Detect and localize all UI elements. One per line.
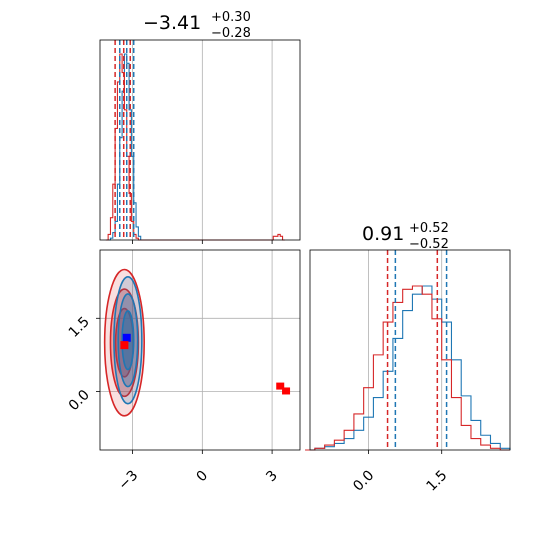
outlier-point-0	[276, 382, 285, 390]
axes-frame-1	[309, 249, 511, 451]
tick-label-x1-1: 0	[194, 468, 212, 486]
title-upper-2: +0.52	[409, 221, 449, 236]
median-marker-series-1	[120, 341, 129, 350]
title-param-2: 0.91 +0.52 −0.52	[362, 221, 449, 252]
histogram-p2-series-0	[305, 285, 511, 451]
axes-frame-2	[99, 249, 301, 451]
histogram-p1-series-1	[105, 53, 285, 241]
tick-label-x1-2: 3	[263, 468, 281, 486]
histogram-p2-series-1	[305, 285, 510, 451]
tick-label-x2-1: 1.5	[423, 468, 450, 495]
title-value-2: 0.91	[362, 223, 404, 245]
tick-label-x1-0: −3	[115, 468, 141, 494]
title-lower-2: −0.52	[409, 237, 449, 252]
tick-label-x2-0: 0.0	[350, 468, 377, 495]
tick-label-y2-0: 0.0	[66, 387, 93, 414]
axes-frame-0	[99, 39, 301, 241]
title-param-1: −3.41 +0.30 −0.28	[143, 10, 251, 41]
median-marker-series-0	[122, 333, 131, 342]
title-value-1: −3.41	[143, 12, 201, 34]
outlier-point-1	[282, 387, 291, 395]
histogram-p1-series-0	[108, 53, 144, 241]
title-upper-1: +0.30	[211, 10, 251, 25]
tick-label-y2-1: 1.5	[66, 314, 93, 341]
title-lower-1: −0.28	[211, 26, 251, 41]
